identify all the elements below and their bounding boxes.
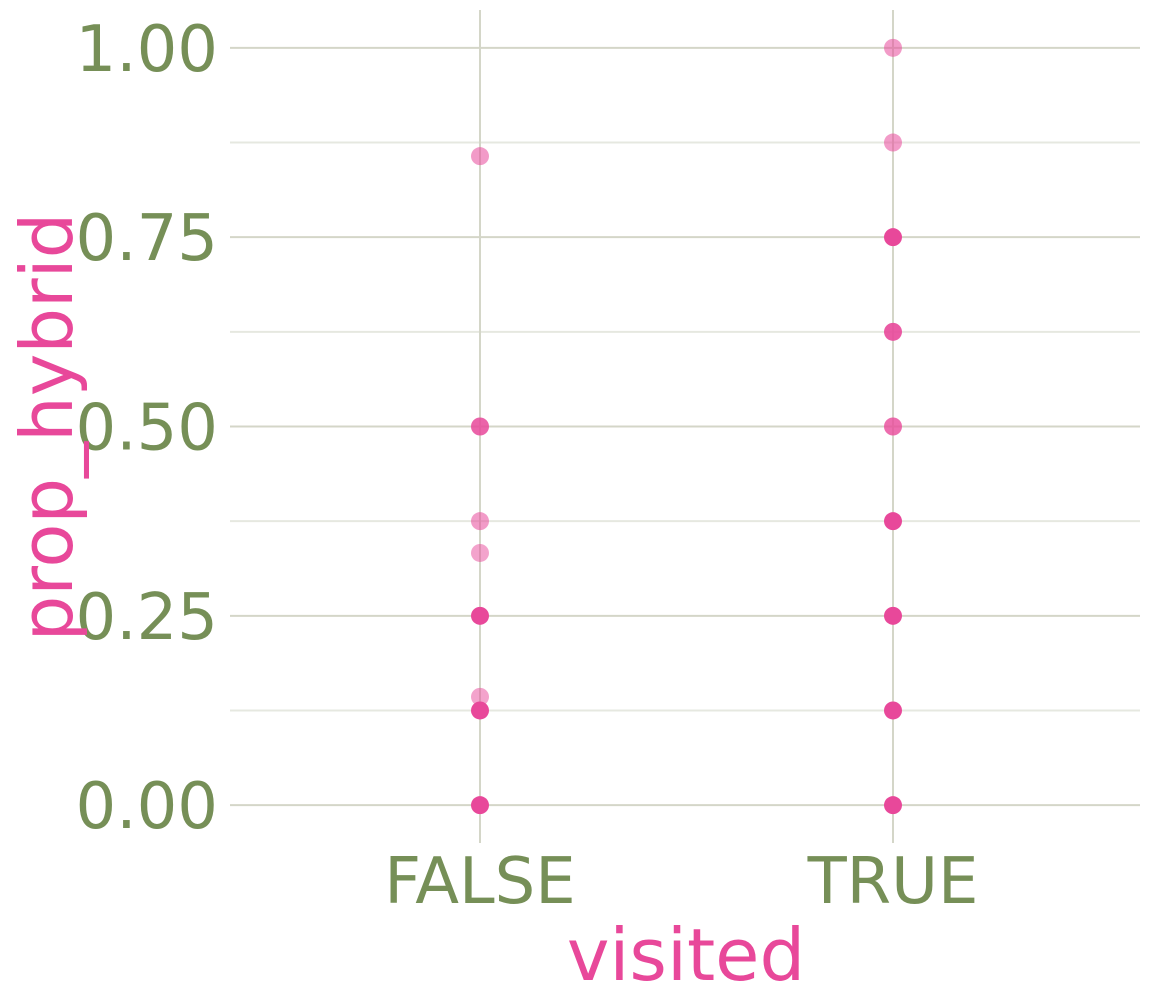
y-tick-label: 0.25 <box>76 581 219 655</box>
data-point <box>884 512 902 531</box>
data-point <box>471 147 489 166</box>
data-point <box>884 133 902 152</box>
y-tick-label: 1.00 <box>76 13 219 87</box>
grid-layer <box>230 10 1140 843</box>
data-point <box>471 543 489 562</box>
x-tick-label: FALSE <box>384 845 575 919</box>
data-point <box>471 512 489 531</box>
y-tick-label: 0.75 <box>76 202 219 276</box>
data-point <box>471 606 489 625</box>
data-point <box>471 417 489 436</box>
y-tick-label: 0.50 <box>76 392 219 466</box>
data-point <box>884 796 902 815</box>
x-tick-label: TRUE <box>807 845 979 919</box>
data-point <box>884 38 902 57</box>
data-point <box>471 687 489 706</box>
x-axis-title: visited <box>567 913 805 997</box>
data-point <box>471 701 489 720</box>
data-point <box>884 322 902 341</box>
y-axis-title: prop_hybrid <box>5 213 89 642</box>
data-point <box>471 796 489 815</box>
data-point <box>884 606 902 625</box>
data-point <box>884 701 902 720</box>
y-tick-label: 0.00 <box>76 770 219 844</box>
tick-label-layer: 0.00 0.25 0.50 0.75 1.00 FALSE TRUE <box>76 13 979 919</box>
data-point <box>884 228 902 247</box>
data-point <box>884 417 902 436</box>
data-point-layer <box>471 38 902 815</box>
